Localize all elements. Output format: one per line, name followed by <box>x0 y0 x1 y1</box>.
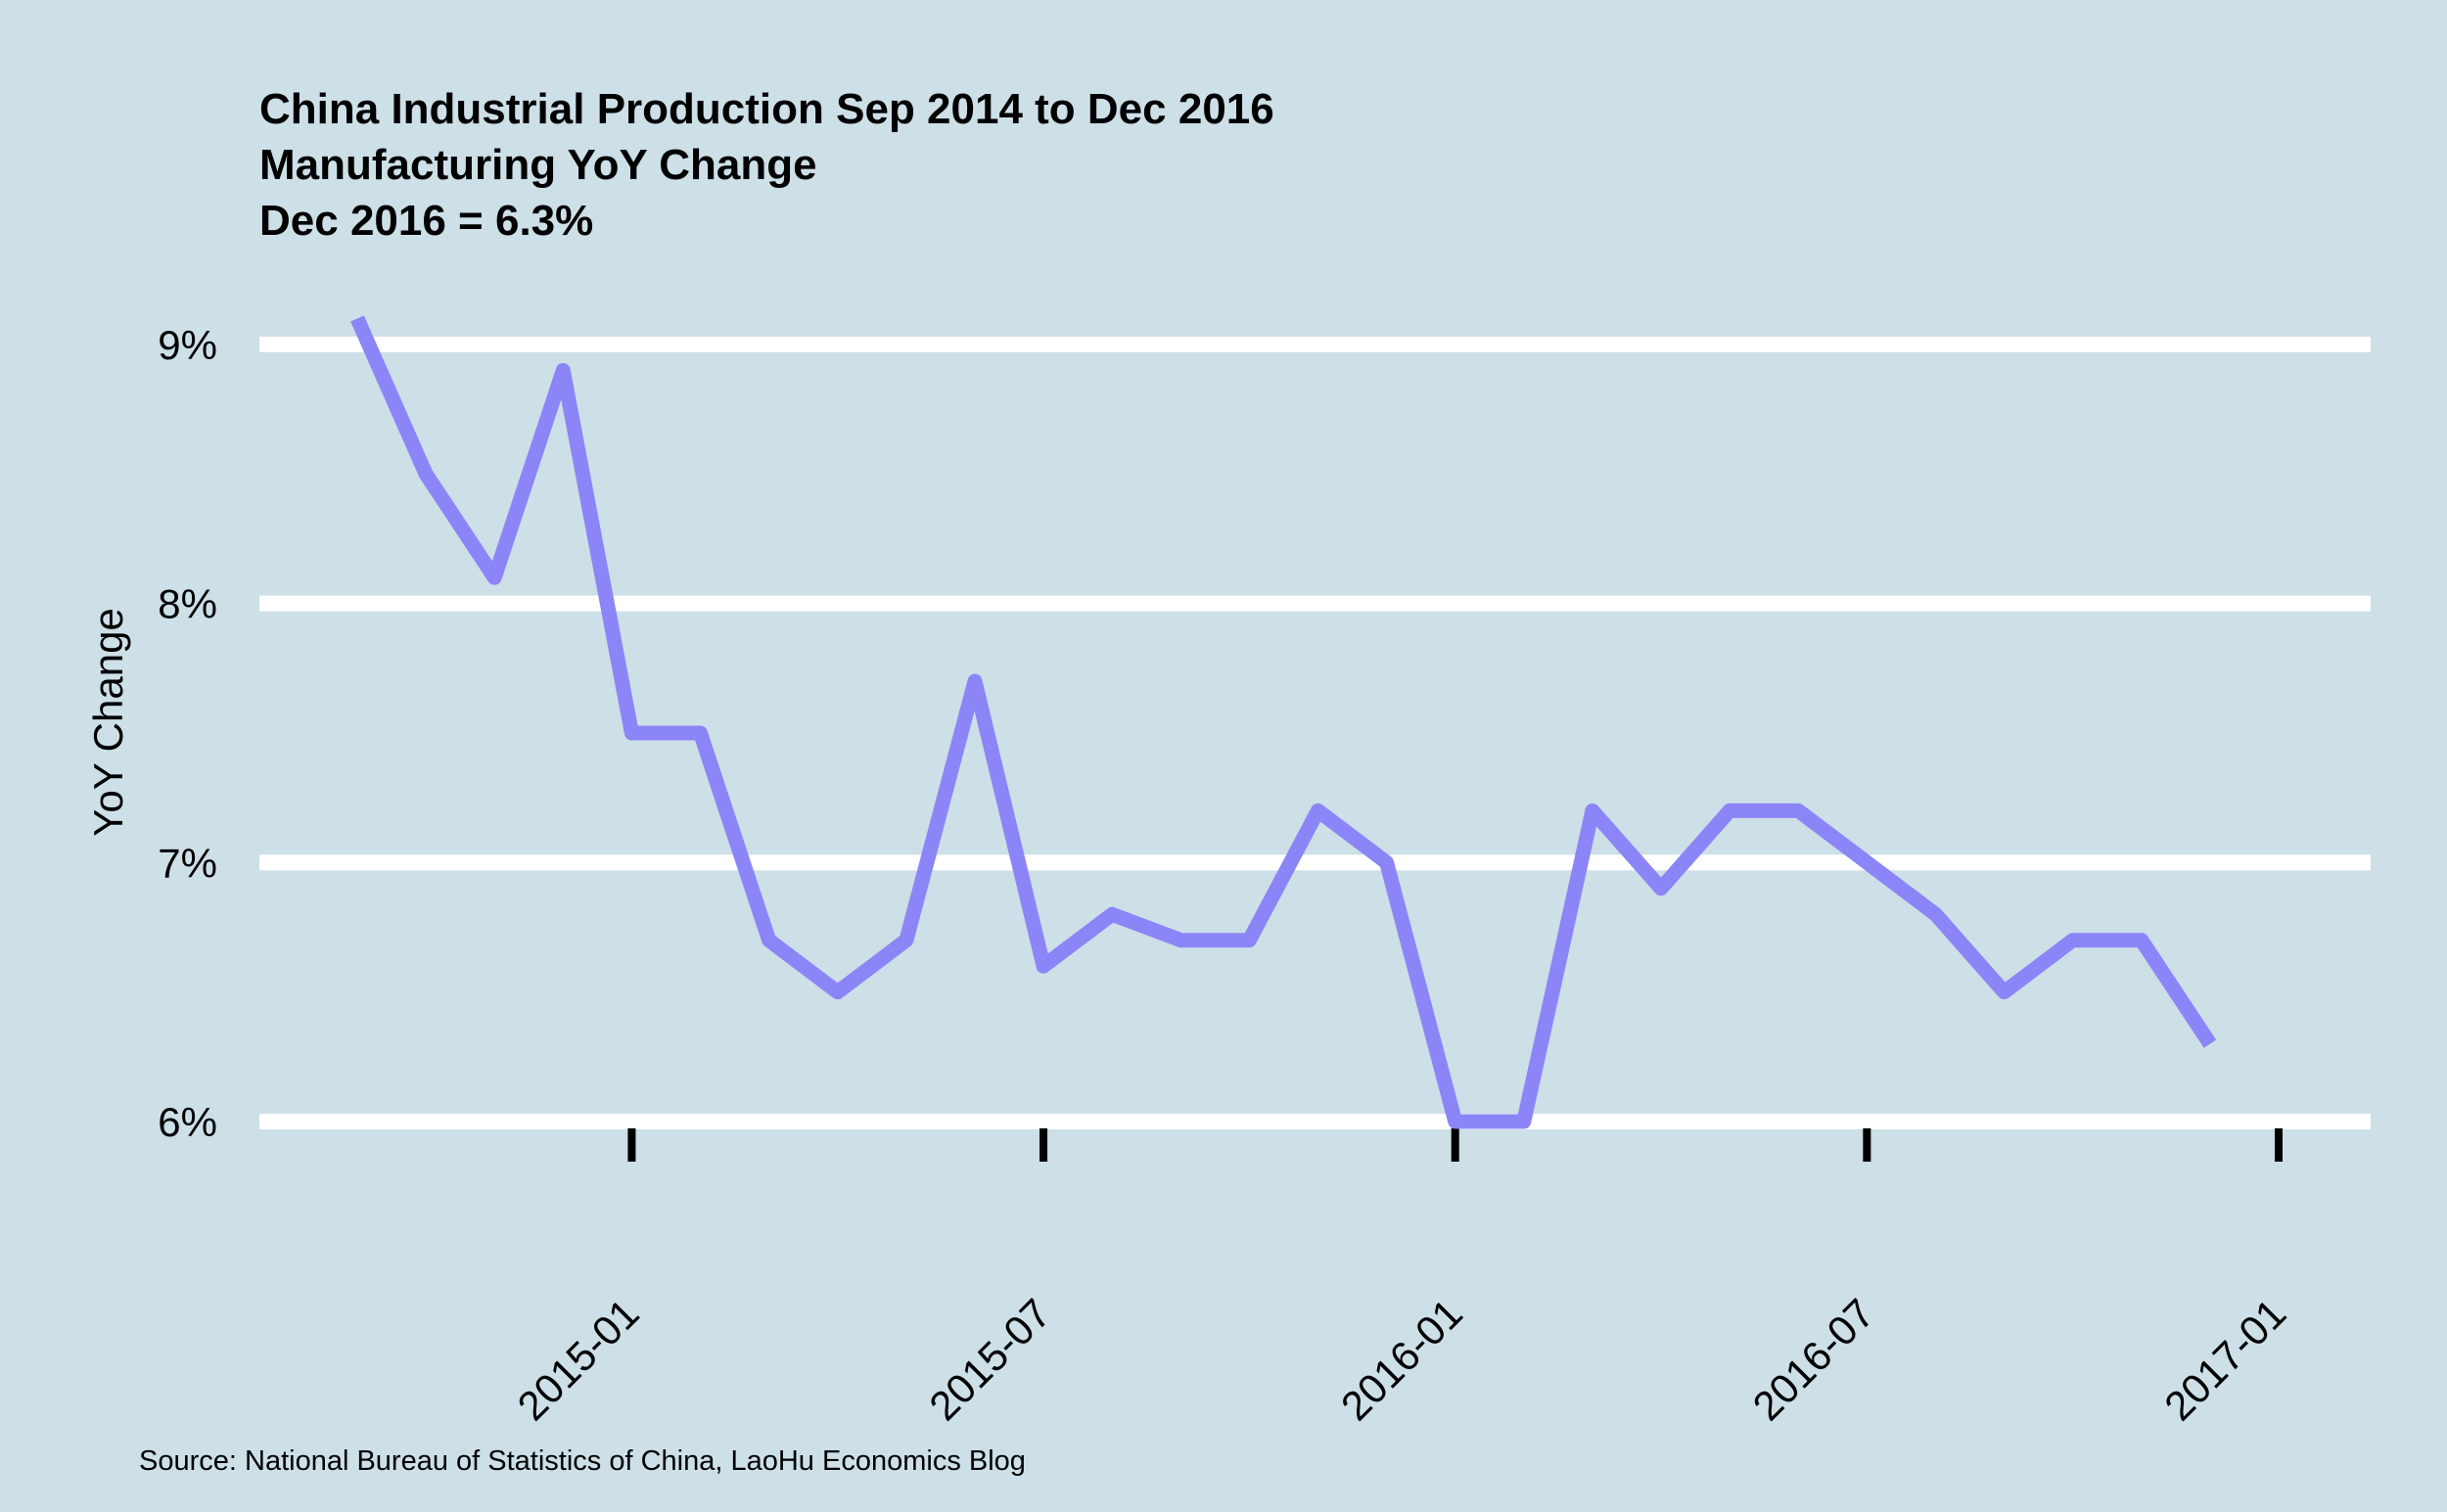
series-line <box>350 315 2217 1129</box>
chart-title-line-3: Dec 2016 = 6.3% <box>259 197 593 245</box>
x-tick-label: 2015-01 <box>509 1290 648 1429</box>
y-tick-label: 7% <box>158 840 217 886</box>
x-axis-tick-marks <box>627 1128 2283 1162</box>
chart-title-line-2: Manufacturing YoY Change <box>259 141 817 189</box>
source-note: Source: National Bureau of Statistics of… <box>139 1445 1026 1477</box>
y-tick-label: 6% <box>158 1099 217 1145</box>
y-axis-label: YoY Change <box>85 608 131 837</box>
x-tick-label: 2016-01 <box>1332 1290 1471 1429</box>
chart-title-line-1: China Industrial Production Sep 2014 to … <box>259 85 1274 133</box>
x-tick-label: 2016-07 <box>1743 1290 1882 1429</box>
x-tick-label: 2017-01 <box>2155 1290 2294 1429</box>
x-axis-tick-labels: 2015-01 2015-07 2016-01 2016-07 2017-01 <box>509 1290 2295 1429</box>
y-tick-label: 9% <box>158 322 217 368</box>
y-tick-label: 8% <box>158 581 217 627</box>
chart-title: China Industrial Production Sep 2014 to … <box>259 85 1274 245</box>
x-tick-label: 2015-07 <box>920 1290 1059 1429</box>
series-group <box>350 315 2217 1129</box>
y-axis-tick-labels: 6% 7% 8% 9% <box>158 322 217 1145</box>
